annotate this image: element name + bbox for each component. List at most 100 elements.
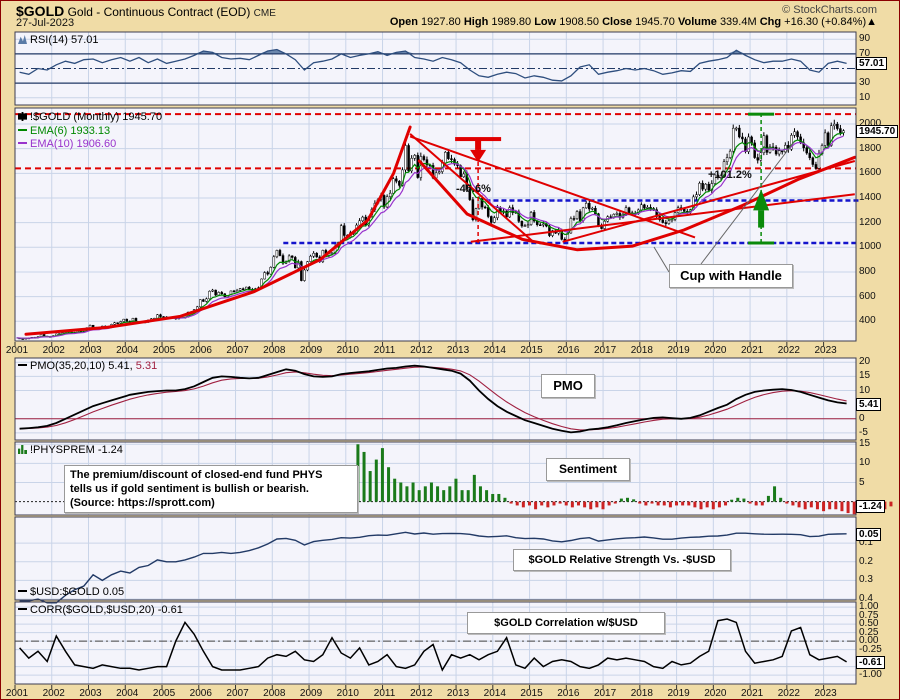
price-ytick-label: 1800: [859, 142, 882, 154]
rsi-legend: RSI(14) 57.01: [18, 34, 98, 46]
pmo-ytick-label: -5: [859, 426, 868, 438]
ema6-legend-text: EMA(6) 1933.13: [30, 125, 111, 137]
year-label: 2020: [704, 345, 727, 356]
price-ytick-label: 1600: [859, 167, 882, 179]
year-label: 2022: [777, 345, 800, 356]
year-label: 2003: [79, 688, 102, 699]
year-label: 2008: [263, 688, 286, 699]
rsi-ytick-label: 90: [859, 33, 871, 45]
note-line-3: (Source: https://sprott.com): [70, 497, 215, 509]
rsi-legend-text: RSI(14) 57.01: [30, 34, 99, 46]
line-sample-icon: [18, 608, 27, 610]
year-label: 2014: [483, 688, 506, 699]
pmo-ytick-label: 10: [859, 384, 871, 396]
year-label: 2023: [814, 688, 837, 699]
corr-ytick-label: 0.25: [859, 626, 879, 638]
year-label: 2013: [446, 688, 470, 699]
high-label: High: [463, 16, 489, 28]
year-label: 2007: [226, 345, 249, 356]
pmo-value-box: 5.41: [856, 398, 882, 411]
year-label: 2012: [410, 345, 433, 356]
close-value: 1945.70: [635, 16, 675, 28]
year-label: 2014: [483, 345, 506, 356]
histogram-icon: [18, 445, 27, 454]
year-label: 2005: [152, 688, 176, 699]
year-label: 2015: [520, 345, 543, 356]
usdgold-value-box: 0.05: [856, 528, 882, 541]
usdgold-ytick-label: 0.4: [859, 593, 873, 605]
gain-percent-label: +101.2%: [708, 169, 752, 181]
price-ytick-label: 2000: [859, 118, 882, 130]
year-label: 2001: [5, 345, 29, 356]
year-label: 2001: [5, 688, 29, 699]
usdgold-ytick-label: 0.2: [859, 555, 873, 567]
year-label: 2018: [630, 688, 653, 699]
open-value: 1927.80: [421, 16, 461, 28]
year-label: 2011: [373, 688, 396, 699]
corr-value-box: -0.61: [856, 656, 885, 669]
usdgold-legend: $USD:$GOLD 0.05: [18, 586, 124, 598]
usdgold-ytick-label: 0.3: [859, 574, 873, 586]
year-label: 2003: [79, 345, 102, 356]
physprem-value-box: -1.24: [856, 500, 885, 513]
cup-with-handle-label: Cup with Handle: [669, 264, 793, 288]
year-label: 2007: [226, 688, 249, 699]
sentiment-box-label: Sentiment: [546, 458, 630, 481]
pmo-box-label: PMO: [541, 374, 595, 398]
close-label: Close: [602, 16, 633, 28]
note-line-2: tells us if gold sentiment is bullish or…: [70, 483, 309, 495]
corr-ytick-label: 0.00: [859, 635, 879, 647]
price-ytick-label: 400: [859, 315, 876, 327]
pmo-legend-text: PMO(35,20,10) 5.41,: [30, 360, 133, 372]
year-label: 2008: [263, 345, 286, 356]
year-label: 2020: [704, 688, 727, 699]
rsi-ytick-label: 30: [859, 77, 871, 89]
pmo-signal-legend-text: 5.31: [135, 360, 158, 372]
price-legend-text: !$GOLD (Monthly) 1945.70: [30, 111, 163, 123]
year-label: 2005: [152, 345, 176, 356]
year-label: 2021: [740, 345, 764, 356]
year-label: 2016: [557, 688, 580, 699]
drop-percent-label: -46.6%: [456, 183, 491, 195]
pmo-ytick-label: 0: [859, 412, 865, 424]
ema10-legend-text: EMA(10) 1906.60: [30, 138, 117, 150]
chg-up-icon: ▲: [866, 16, 877, 28]
year-label: 2002: [42, 345, 65, 356]
year-label: 2010: [336, 688, 359, 699]
year-label: 2018: [630, 345, 653, 356]
year-label: 2021: [740, 688, 764, 699]
corr-ytick-label: -0.25: [859, 643, 882, 655]
exchange: CME: [253, 8, 276, 19]
physprem-legend-text: !PHYSPREM -1.24: [30, 444, 123, 456]
usdgold-ytick-label: 0.1: [859, 537, 873, 549]
price-value-box: 1945.70: [856, 125, 899, 138]
usdgold-legend-text: $USD:$GOLD 0.05: [30, 586, 125, 598]
line-sample-icon: [18, 142, 27, 144]
price-ytick-label: 600: [859, 290, 876, 302]
chart-title: $GOLD Gold - Continuous Contract (EOD) C…: [16, 3, 276, 19]
year-label: 2019: [667, 345, 690, 356]
year-label: 2006: [189, 688, 212, 699]
open-label: Open: [389, 16, 418, 28]
candlestick-icon: [18, 112, 27, 121]
year-label: 2004: [116, 688, 139, 699]
ema10-legend: EMA(10) 1906.60: [18, 138, 116, 150]
corr-ytick-label: 1.00: [859, 601, 879, 613]
rsi-ytick-label: 10: [859, 91, 871, 103]
copyright-link[interactable]: © StockCharts.com: [782, 4, 877, 16]
correlation-box-label: $GOLD Correlation w/$USD: [467, 612, 665, 634]
sentiment-ytick-label: 15: [859, 438, 871, 450]
year-label: 2002: [42, 688, 65, 699]
year-label: 2004: [116, 345, 139, 356]
corr-ytick-label: 0.50: [859, 618, 879, 630]
price-ytick-label: 800: [859, 265, 876, 277]
price-ytick-label: 1000: [859, 241, 882, 253]
year-label: 2015: [520, 688, 543, 699]
price-legend: !$GOLD (Monthly) 1945.70: [18, 111, 162, 123]
line-sample-icon: [18, 364, 27, 366]
price-ytick-label: 1400: [859, 191, 882, 203]
year-label: 2011: [373, 345, 396, 356]
area-chart-icon: [18, 35, 27, 44]
